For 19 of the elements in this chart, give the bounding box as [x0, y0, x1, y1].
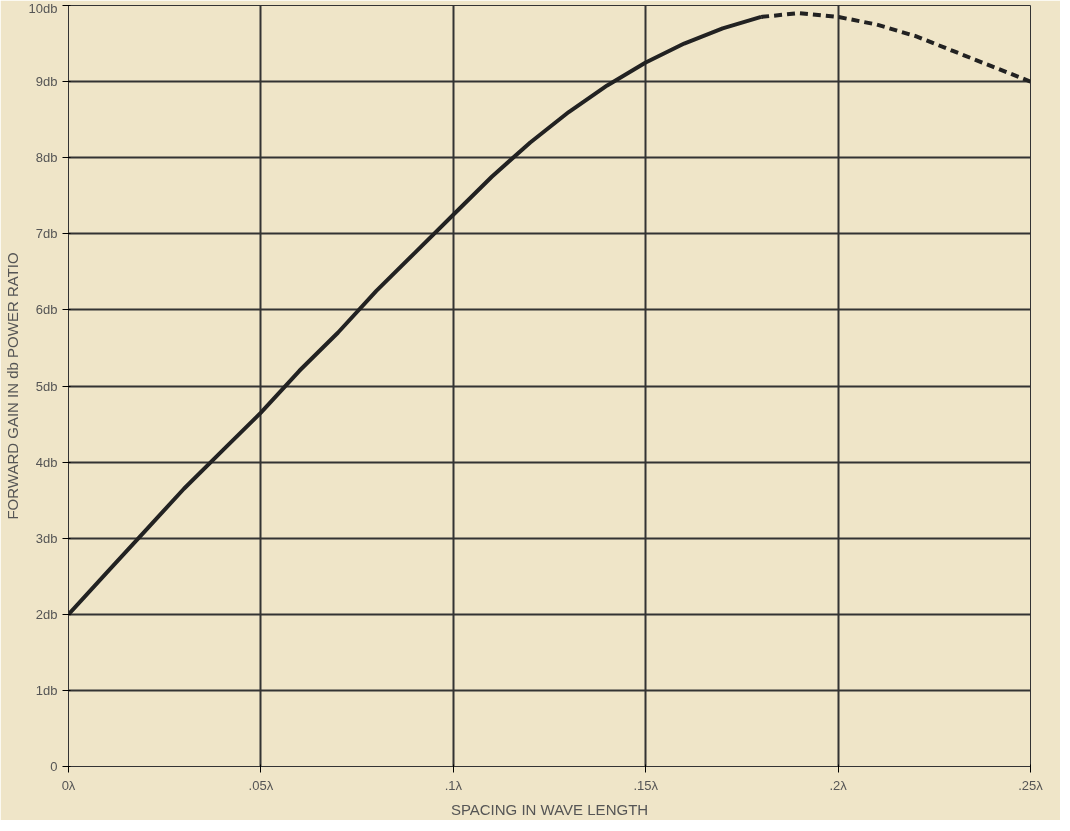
- y-tick-label: 4db: [35, 454, 58, 470]
- x-tick-label: .15λ: [633, 777, 659, 793]
- y-tick-label: 10db: [28, 0, 58, 16]
- y-tick-label: 7db: [35, 226, 58, 242]
- y-tick-label: 3db: [35, 530, 58, 546]
- y-tick-label: 8db: [35, 150, 58, 166]
- x-tick-label: 0λ: [61, 777, 76, 793]
- x-axis-title: SPACING IN WAVE LENGTH: [450, 800, 649, 818]
- y-tick-label: 9db: [35, 74, 58, 90]
- y-tick-label: 5db: [35, 378, 58, 394]
- y-tick-label: 2db: [35, 606, 58, 622]
- y-tick-label: 1db: [35, 682, 58, 698]
- x-tick-label: .05λ: [248, 777, 274, 793]
- x-tick-label: .2λ: [829, 777, 848, 793]
- y-axis-title: FORWARD GAIN IN db POWER RATIO: [3, 252, 21, 520]
- x-tick-label: .1λ: [444, 777, 463, 793]
- x-tick-label: .25λ: [1018, 777, 1044, 793]
- y-tick-label: 0: [50, 759, 58, 774]
- y-tick-label: 6db: [35, 302, 58, 318]
